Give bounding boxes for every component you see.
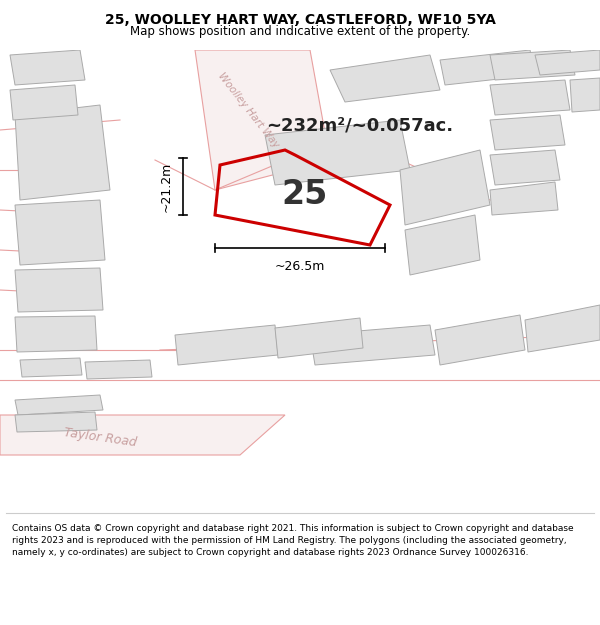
- Polygon shape: [435, 315, 525, 365]
- Polygon shape: [265, 120, 410, 185]
- Polygon shape: [15, 412, 97, 432]
- Polygon shape: [15, 268, 103, 312]
- Polygon shape: [275, 318, 363, 358]
- Polygon shape: [20, 358, 82, 377]
- Polygon shape: [0, 415, 285, 455]
- Polygon shape: [490, 50, 575, 80]
- Polygon shape: [525, 305, 600, 352]
- Text: Contains OS data © Crown copyright and database right 2021. This information is : Contains OS data © Crown copyright and d…: [12, 524, 574, 557]
- Text: Woolley Hart Way: Woolley Hart Way: [215, 71, 280, 149]
- Polygon shape: [10, 50, 85, 85]
- Polygon shape: [570, 78, 600, 112]
- Polygon shape: [535, 50, 600, 75]
- Polygon shape: [440, 50, 535, 85]
- Polygon shape: [490, 80, 570, 115]
- Text: 25, WOOLLEY HART WAY, CASTLEFORD, WF10 5YA: 25, WOOLLEY HART WAY, CASTLEFORD, WF10 5…: [104, 12, 496, 26]
- Polygon shape: [15, 316, 97, 352]
- Text: ~21.2m: ~21.2m: [160, 161, 173, 212]
- Polygon shape: [400, 150, 490, 225]
- Polygon shape: [490, 115, 565, 150]
- Polygon shape: [330, 55, 440, 102]
- Polygon shape: [195, 50, 330, 190]
- Polygon shape: [10, 85, 78, 120]
- Text: ~26.5m: ~26.5m: [275, 260, 325, 273]
- Text: Map shows position and indicative extent of the property.: Map shows position and indicative extent…: [130, 24, 470, 38]
- Polygon shape: [405, 215, 480, 275]
- Polygon shape: [15, 200, 105, 265]
- Polygon shape: [310, 325, 435, 365]
- Polygon shape: [15, 105, 110, 200]
- Polygon shape: [175, 325, 278, 365]
- Polygon shape: [15, 395, 103, 415]
- Text: ~232m²/~0.057ac.: ~232m²/~0.057ac.: [266, 116, 454, 134]
- Polygon shape: [85, 360, 152, 379]
- Text: 25: 25: [282, 179, 328, 211]
- Polygon shape: [490, 182, 558, 215]
- Polygon shape: [490, 150, 560, 185]
- Text: Taylor Road: Taylor Road: [63, 426, 137, 449]
